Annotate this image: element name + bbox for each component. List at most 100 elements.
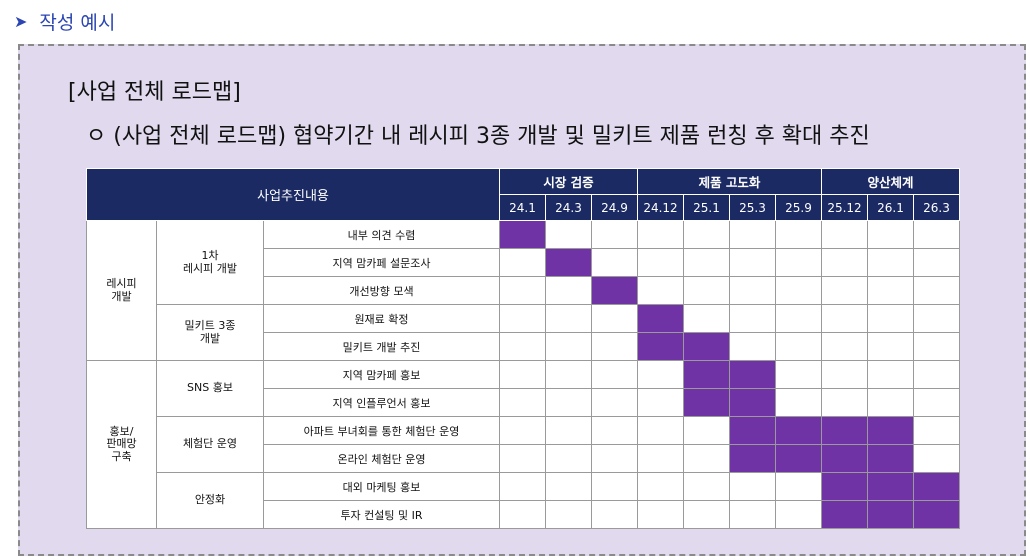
gantt-cell-active xyxy=(591,276,638,305)
gantt-cell xyxy=(591,500,638,529)
section-heading: ➤ 작성 예시 xyxy=(14,8,115,35)
gantt-cell xyxy=(637,276,684,305)
gantt-cell-active xyxy=(867,444,914,473)
phase-header: 양산체계 xyxy=(821,168,960,195)
period-header: 26.1 xyxy=(867,194,914,221)
task-cell: 대외 마케팅 홍보 xyxy=(263,472,500,501)
task-cell: 아파트 부녀회를 통한 체험단 운영 xyxy=(263,416,500,445)
gantt-cell-active xyxy=(545,248,592,277)
gantt-cell xyxy=(499,444,546,473)
table-row: 안정화 대외 마케팅 홍보 xyxy=(87,472,960,529)
period-header: 24.3 xyxy=(545,194,592,221)
gantt-cell xyxy=(867,248,914,277)
task-cell: 투자 컨설팅 및 IR xyxy=(263,500,500,529)
gantt-cell-active xyxy=(913,500,960,529)
gantt-cell xyxy=(545,332,592,361)
gantt-cell xyxy=(867,388,914,417)
gantt-cell xyxy=(499,304,546,333)
gantt-cell xyxy=(637,388,684,417)
table-row: 체험단 운영 아파트 부녀회를 통한 체험단 운영 xyxy=(87,416,960,473)
table-row: 투자 컨설팅 및 IR xyxy=(87,500,960,529)
gantt-cell xyxy=(821,276,868,305)
gantt-cell xyxy=(499,332,546,361)
gantt-cell-active xyxy=(821,444,868,473)
gantt-cell xyxy=(545,304,592,333)
gantt-cell xyxy=(683,416,730,445)
period-header: 24.1 xyxy=(499,194,546,221)
gantt-cell xyxy=(499,388,546,417)
gantt-cell-active xyxy=(637,304,684,333)
gantt-cell xyxy=(545,472,592,501)
gantt-cell-active xyxy=(821,472,868,501)
subgroup-cell: 1차 레시피 개발 xyxy=(156,220,264,305)
gantt-cell xyxy=(867,304,914,333)
gantt-cell xyxy=(775,500,822,529)
gantt-cell xyxy=(683,304,730,333)
gantt-cell xyxy=(545,444,592,473)
gantt-cell xyxy=(775,472,822,501)
gantt-cell xyxy=(683,248,730,277)
gantt-cell xyxy=(775,248,822,277)
gantt-cell xyxy=(821,388,868,417)
header-period-row: 24.1 24.3 24.9 24.12 25.1 25.3 25.9 25.12 26.1 26… xyxy=(87,194,960,221)
roadmap-summary: ㅇ (사업 전체 로드맵) 협약기간 내 레시피 3종 개발 및 밀키트 제품 … xyxy=(86,124,870,149)
gantt-cell-active xyxy=(729,360,776,389)
gantt-cell xyxy=(729,304,776,333)
gantt-cell xyxy=(913,248,960,277)
gantt-cell xyxy=(913,276,960,305)
period-header: 25.12 xyxy=(821,194,868,221)
gantt-cell xyxy=(775,388,822,417)
gantt-cell xyxy=(821,360,868,389)
gantt-cell xyxy=(913,416,960,445)
gantt-cell xyxy=(545,220,592,249)
gantt-cell xyxy=(913,304,960,333)
gantt-cell-active xyxy=(775,416,822,445)
table-row: 온라인 체험단 운영 xyxy=(87,444,960,473)
gantt-cell xyxy=(545,416,592,445)
gantt-cell xyxy=(591,248,638,277)
gantt-cell xyxy=(637,472,684,501)
gantt-cell xyxy=(729,276,776,305)
gantt-cell xyxy=(821,332,868,361)
gantt-cell xyxy=(821,304,868,333)
arrow-right-icon: ➤ xyxy=(14,12,28,31)
gantt-cell-active xyxy=(637,332,684,361)
gantt-cell xyxy=(683,276,730,305)
gantt-cell xyxy=(913,388,960,417)
table-row: 지역 인플루언서 홍보 xyxy=(87,388,960,417)
gantt-cell xyxy=(545,388,592,417)
period-header: 25.9 xyxy=(775,194,822,221)
gantt-cell xyxy=(729,332,776,361)
gantt-cell xyxy=(591,444,638,473)
roadmap-table: 사업추진내용 시장 검증 제품 고도화 양산체계 24.1 24.3 24.9 24.12 25… xyxy=(86,168,960,529)
table-row: 레시피 개발 1차 레시피 개발 내부 의견 수렴 xyxy=(86,220,960,361)
gantt-cell xyxy=(591,416,638,445)
gantt-cell xyxy=(775,276,822,305)
gantt-cell-active xyxy=(683,388,730,417)
gantt-cell xyxy=(591,304,638,333)
table-row: 지역 맘카페 설문조사 xyxy=(87,248,960,277)
gantt-cell xyxy=(591,360,638,389)
gantt-cell-active xyxy=(499,220,546,249)
gantt-cell xyxy=(913,360,960,389)
phase-header: 시장 검증 xyxy=(499,168,638,195)
table-row: 밀키트 개발 추진 xyxy=(87,332,960,361)
gantt-cell xyxy=(729,500,776,529)
gantt-cell xyxy=(683,444,730,473)
task-cell: 지역 맘카페 설문조사 xyxy=(263,248,500,277)
task-cell: 내부 의견 수렴 xyxy=(263,220,500,249)
subgroup-cell: 안정화 xyxy=(156,472,264,529)
gantt-cell xyxy=(499,416,546,445)
gantt-cell xyxy=(499,276,546,305)
gantt-cell xyxy=(545,276,592,305)
gantt-cell xyxy=(683,472,730,501)
gantt-cell-active xyxy=(683,332,730,361)
gantt-cell xyxy=(775,332,822,361)
period-header: 24.12 xyxy=(637,194,684,221)
gantt-cell xyxy=(913,332,960,361)
subgroup-cell: 체험단 운영 xyxy=(156,416,264,473)
gantt-cell-active xyxy=(821,500,868,529)
gantt-cell xyxy=(591,388,638,417)
example-panel: [사업 전체 로드맵] ㅇ (사업 전체 로드맵) 협약기간 내 레시피 3종 … xyxy=(18,44,1026,556)
period-header: 25.1 xyxy=(683,194,730,221)
